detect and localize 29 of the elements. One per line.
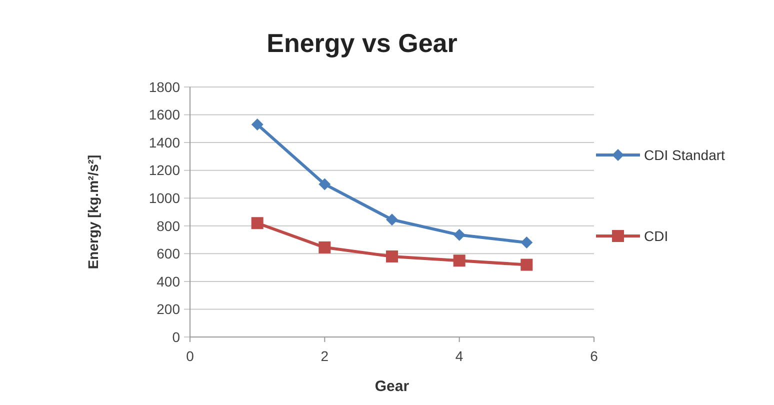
y-tick-label: 1600	[148, 106, 180, 123]
y-tick-label: 200	[156, 301, 180, 318]
point	[453, 254, 466, 267]
y-tick-label: 1000	[148, 190, 180, 206]
point	[251, 217, 264, 230]
x-tick-label: 2	[320, 348, 329, 364]
point	[386, 250, 398, 262]
legend-label: CDI Standart	[644, 146, 726, 163]
y-tick-label: 0	[172, 328, 180, 345]
y-tick-label: 400	[156, 273, 180, 290]
legend-label: CDI	[644, 228, 668, 244]
y-tick-label: 600	[156, 246, 180, 262]
point	[251, 118, 264, 130]
y-tick-label: 1800	[148, 78, 180, 95]
x-axis-title: Gear	[374, 378, 410, 395]
y-tick-label: 1200	[148, 162, 180, 178]
point	[318, 178, 331, 190]
y-axis-title: Energy [kg.m²/s²]	[85, 154, 101, 270]
point	[520, 236, 533, 249]
point	[386, 214, 398, 226]
x-tick-label: 4	[455, 348, 464, 364]
point	[318, 241, 331, 254]
x-tick-label: 0	[186, 348, 194, 364]
y-tick-label: 1400	[148, 134, 180, 150]
y-tick-label: 800	[156, 218, 180, 234]
x-tick-label: 6	[590, 348, 598, 364]
point	[520, 258, 533, 271]
point	[453, 228, 466, 241]
chart-title: Energy vs Gear	[266, 28, 458, 58]
